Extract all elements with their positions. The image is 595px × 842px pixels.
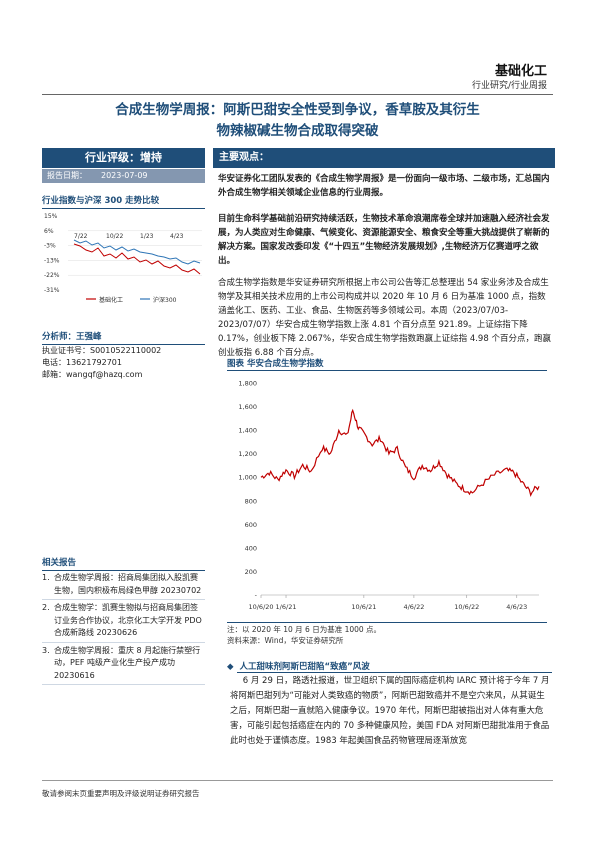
related-report-text: 合成生物学：凯赛生物拟与招商局集团签订业务合作协议，北京化工大学开发 PDO 合… (54, 603, 202, 637)
index-x-tick: 1/6/21 (276, 603, 297, 611)
index-x-tick: 10/6/21 (351, 603, 376, 611)
report-type: 行业研究/行业周报 (471, 81, 547, 91)
index-y-tick: 1,800 (238, 380, 257, 388)
report-date-label: 报告日期： (47, 171, 87, 180)
report-date: 报告日期： 2023-07-09 (42, 169, 205, 183)
report-title-line1: 合成生物学周报：阿斯巴甜安全性受到争议，香草胺及其衍生 (115, 102, 480, 118)
related-report-item[interactable]: 1. 合成生物学周报：招商局集团拟入股凯赛生物，国内积极布局绿色甲醇 202307… (42, 572, 205, 600)
index-y-tick: 200 (245, 568, 257, 576)
index-x-ticks: 10/6/20 1/6/21 10/6/21 4/6/22 10/6/22 4/6/23 (248, 595, 527, 611)
index-x-tick: 10/6/20 (248, 603, 273, 611)
figure-source: 资料来源：Wind，华安证券研究所 (227, 636, 344, 645)
index-y-tick: 1,600 (238, 403, 257, 411)
trend-y-tick: 6% (44, 228, 54, 235)
index-x-tick: 4/6/23 (506, 603, 527, 611)
trend-x-ticks: 7/22 10/22 1/23 4/23 (74, 233, 184, 240)
index-summary-para: 合成生物学指数是华安证券研究所根据上市公司公告等汇总整理出 54 家业务涉及合成… (218, 278, 551, 358)
legend-index-label: 沪深300 (153, 296, 177, 304)
report-date-value: 2023-07-09 (101, 171, 148, 180)
index-x-tick: 10/6/22 (454, 603, 479, 611)
trend-y-ticks: 15% 6% -3% -13% -22% -31% (44, 213, 202, 294)
figure-note: 注：以 2020 年 10 月 6 日为基准 1000 点。 (227, 625, 382, 634)
trend-y-tick: -13% (44, 257, 60, 264)
trend-legend: 基础化工 沪深300 (86, 296, 177, 304)
cert-row: 执业证书号：S0010522110002 (42, 345, 205, 357)
trend-x-tick: 10/22 (106, 233, 123, 240)
figure-bottom-rule (227, 622, 547, 623)
figure-caption: 图表 华安合成生物学指数 (227, 359, 324, 369)
email-label: 邮箱： (42, 370, 66, 379)
trend-y-tick: -22% (44, 272, 60, 279)
index-y-tick: 1,000 (238, 474, 257, 482)
trend-y-tick: -31% (44, 287, 60, 294)
section-heading-text: 人工甜味剂阿斯巴甜陷“致癌”风波 (239, 662, 370, 672)
related-report-num: 3. (42, 645, 50, 655)
footer-divider (42, 780, 553, 781)
trend-x-tick: 7/22 (74, 233, 88, 240)
report-title-line2: 物辣椒碱生物合成取得突破 (216, 123, 379, 139)
key-point-para1: 华安证券化工团队发表的《合成生物学周报》是一份面向一级市场、二级市场，汇总国内外… (218, 174, 550, 198)
index-x-tick: 4/6/22 (403, 603, 424, 611)
footer-disclaimer: 敬请参阅末页重要声明及评级说明证券研究报告 (42, 789, 200, 798)
email-row: 邮箱：wangqf@hazq.com (42, 369, 205, 381)
index-y-tick: 800 (245, 497, 257, 505)
index-y-tick: - (255, 592, 258, 600)
trend-y-tick: 15% (44, 213, 58, 220)
related-heading: 相关报告 (42, 556, 205, 571)
index-y-tick: 1,400 (238, 427, 257, 435)
related-report-text: 合成生物学周报：重庆 8 月起施行禁塑行动，PEF 吨级产业化生产投产成功 20… (54, 645, 201, 680)
key-points-header: 主要观点： (213, 148, 555, 168)
email-value[interactable]: wangqf@hazq.com (66, 370, 143, 379)
industry-rating: 行业评级：增持 (42, 148, 205, 168)
phone-label: 电话： (42, 358, 66, 367)
index-y-ticks: 1,800 1,600 1,400 1,200 1,000 800 600 400 200 - (238, 380, 539, 600)
phone-value: 13621792701 (66, 358, 122, 367)
related-report-text: 合成生物学周报：招商局集团拟入股凯赛生物，国内积极布局绿色甲醇 20230702 (54, 573, 202, 595)
trend-heading: 行业指数与沪深 300 走势比较 (42, 194, 205, 209)
cert-value: S0010522110002 (90, 346, 162, 355)
section-heading: ◆ 人工甜味剂阿斯巴甜陷“致癌”风波 (227, 660, 370, 672)
analyst-info: 执业证书号：S0010522110002 电话：13621792701 邮箱：w… (42, 345, 205, 381)
related-report-num: 2. (42, 603, 50, 612)
section-rule (237, 672, 552, 673)
section-body: 6 月 29 日，路透社报道，世卫组织下属的国际癌症机构 IARC 预计将于今年… (230, 676, 550, 746)
cert-label: 执业证书号： (42, 346, 90, 355)
related-report-item[interactable]: 3. 合成生物学周报：重庆 8 月起施行禁塑行动，PEF 吨级产业化生产投产成功 … (42, 645, 205, 685)
trend-x-tick: 1/23 (140, 233, 154, 240)
related-report-num: 1. (42, 573, 50, 582)
index-y-tick: 400 (245, 544, 257, 552)
legend-sector-label: 基础化工 (99, 296, 123, 304)
key-point-para2: 目前生命科学基础前沿研究持续活跃，生物技术革命浪潮席卷全球并加速融入经济社会发展… (218, 214, 550, 266)
phone-row: 电话：13621792701 (42, 357, 205, 369)
diamond-bullet-icon: ◆ (227, 662, 234, 672)
analyst-heading: 分析师：王强峰 (42, 330, 205, 345)
index-line (73, 239, 201, 265)
figure-top-rule (227, 370, 547, 371)
sector-line (73, 243, 201, 275)
header-divider (42, 94, 553, 95)
trend-chart: 15% 6% -3% -13% -22% -31% 7/22 10/22 1/23 4/23 基… (44, 213, 202, 304)
trend-y-tick: -3% (44, 243, 56, 250)
index-y-tick: 1,200 (238, 450, 257, 458)
index-line (260, 408, 540, 497)
trend-x-tick: 4/23 (170, 233, 184, 240)
sector-title: 基础化工 (494, 64, 547, 79)
report-title: 合成生物学周报：阿斯巴甜安全性受到争议，香草胺及其衍生 物辣椒碱生物合成取得突破 (48, 100, 547, 142)
index-chart: 1,800 1,600 1,400 1,200 1,000 800 600 400 200 - 1… (227, 373, 547, 621)
index-y-tick: 600 (245, 521, 257, 529)
related-report-item[interactable]: 2. 合成生物学：凯赛生物拟与招商局集团签订业务合作协议，北京化工大学开发 PDO… (42, 602, 205, 643)
related-reports: 1. 合成生物学周报：招商局集团拟入股凯赛生物，国内积极布局绿色甲醇 202307… (42, 572, 205, 687)
